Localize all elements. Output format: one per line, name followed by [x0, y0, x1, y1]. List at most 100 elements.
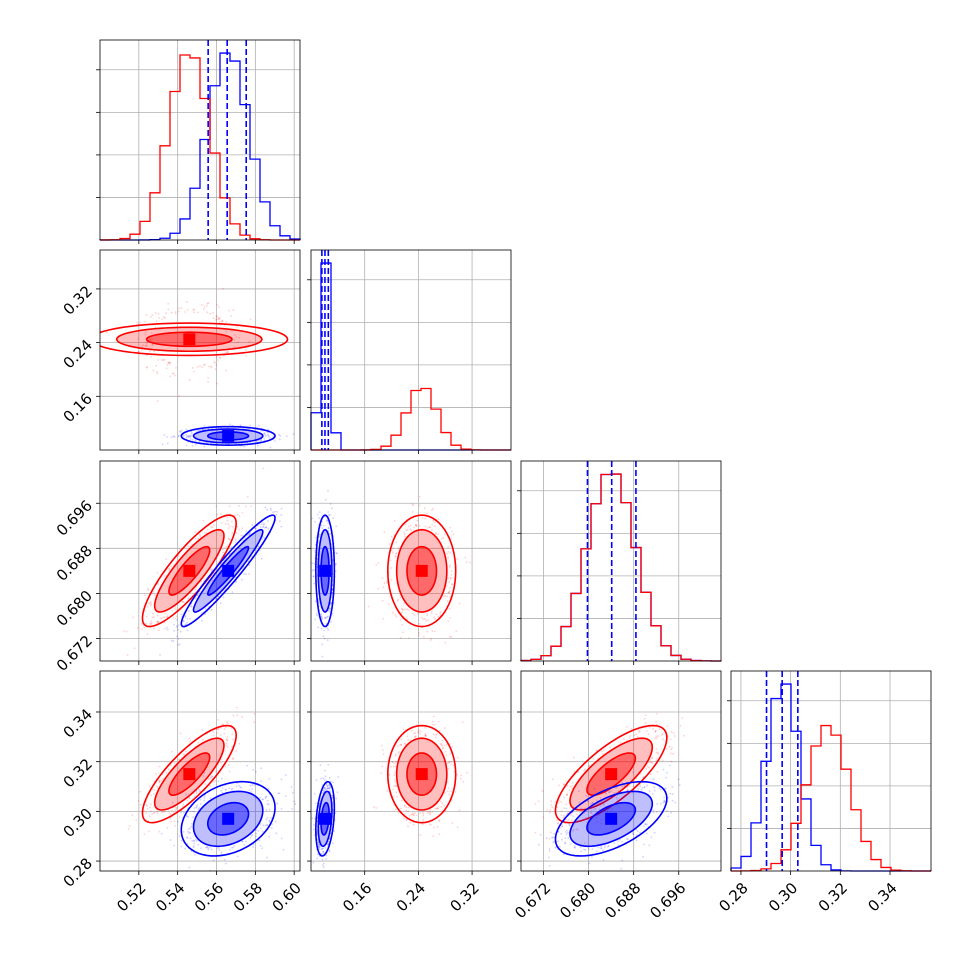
scatter-point	[132, 616, 134, 619]
scatter-point	[437, 615, 440, 618]
scatter-point	[623, 784, 626, 787]
scatter-point	[161, 359, 164, 362]
contours-red	[141, 724, 237, 824]
contours-red	[100, 322, 289, 357]
scatter-point	[419, 834, 422, 836]
scatter-point	[466, 771, 468, 774]
scatter-point	[554, 846, 557, 849]
scatter-point	[166, 435, 168, 438]
scatter-point	[140, 348, 143, 351]
scatter-point	[320, 613, 322, 616]
scatter-point	[145, 366, 148, 369]
scatter-point	[224, 523, 227, 525]
scatter-point	[156, 785, 159, 788]
scatter-point	[679, 724, 682, 727]
scatter-point	[250, 505, 253, 508]
scatter-point	[280, 514, 283, 516]
scatter-point	[253, 712, 256, 715]
scatter-point	[644, 823, 647, 826]
panel-p1-p2	[96, 249, 301, 454]
scatter-point	[429, 808, 432, 811]
scatter-point	[202, 308, 205, 311]
scatter-points-red	[373, 715, 468, 837]
scatter-point	[187, 436, 190, 438]
scatter-point	[453, 770, 456, 773]
x-tick-label: 0.58	[230, 879, 266, 915]
scatter-point	[644, 722, 647, 724]
scatter-point	[204, 846, 207, 849]
scatter-point	[318, 517, 321, 520]
scatter-point	[207, 778, 210, 780]
contour-line	[554, 780, 668, 857]
scatter-point	[409, 821, 412, 824]
scatter-point	[434, 617, 437, 620]
scatter-point	[590, 802, 592, 805]
scatter-point	[429, 811, 431, 813]
scatter-point	[220, 734, 222, 737]
scatter-point	[168, 812, 171, 814]
scatter-point	[449, 752, 452, 755]
scatter-point	[592, 757, 595, 760]
scatter-point	[146, 341, 148, 344]
scatter-point	[325, 858, 328, 860]
scatter-point	[650, 761, 653, 764]
scatter-point	[375, 807, 378, 809]
scatter-point	[383, 531, 386, 533]
scatter-point	[422, 618, 425, 621]
scatter-point	[150, 355, 152, 358]
scatter-point	[407, 608, 410, 611]
y-tick-label: 0.34	[60, 705, 96, 741]
scatter-point	[162, 359, 165, 361]
scatter-point	[180, 613, 183, 616]
scatter-point	[626, 789, 629, 792]
scatter-point	[587, 800, 589, 803]
scatter-point	[221, 319, 224, 322]
scatter-point	[329, 503, 332, 505]
scatter-point	[177, 307, 180, 310]
scatter-point	[639, 831, 641, 834]
scatter-point	[168, 569, 171, 572]
contour-line	[554, 724, 668, 824]
scatter-point	[643, 786, 646, 789]
scatter-point	[392, 761, 394, 764]
scatter-point	[655, 737, 658, 740]
scatter-point	[242, 539, 244, 542]
scatter-point	[444, 727, 446, 729]
scatter-point	[541, 790, 544, 792]
scatter-point	[266, 816, 269, 819]
scatter-point	[248, 532, 251, 535]
scatter-point	[414, 735, 417, 738]
scatter-point	[224, 351, 227, 354]
scatter-point	[244, 349, 247, 351]
scatter-point	[140, 622, 143, 625]
scatter-point	[435, 533, 437, 535]
scatter-point	[230, 846, 233, 849]
scatter-point	[182, 434, 185, 437]
scatter-point	[263, 522, 266, 525]
scatter-point	[426, 630, 429, 633]
panel-frame	[520, 460, 722, 662]
scatter-point	[137, 800, 140, 802]
scatter-point	[145, 345, 148, 348]
scatter-point	[662, 768, 665, 771]
scatter-point	[638, 783, 641, 786]
scatter-point	[192, 370, 195, 373]
scatter-point	[220, 851, 223, 854]
scatter-point	[217, 728, 220, 731]
scatter-point	[327, 527, 330, 530]
scatter-point	[250, 790, 253, 793]
scatter-point	[638, 731, 641, 734]
scatter-point	[268, 820, 271, 823]
contour-line	[145, 331, 233, 348]
scatter-point	[152, 590, 155, 593]
scatter-point	[447, 550, 450, 553]
scatter-point	[599, 805, 602, 808]
scatter-point	[433, 723, 436, 726]
scatter-point	[442, 747, 444, 750]
scatter-point	[208, 365, 210, 368]
x-tick-label: 0.680	[556, 879, 599, 922]
scatter-point	[156, 571, 159, 574]
scatter-point	[395, 541, 398, 544]
scatter-point	[149, 623, 152, 626]
scatter-point	[148, 815, 151, 818]
